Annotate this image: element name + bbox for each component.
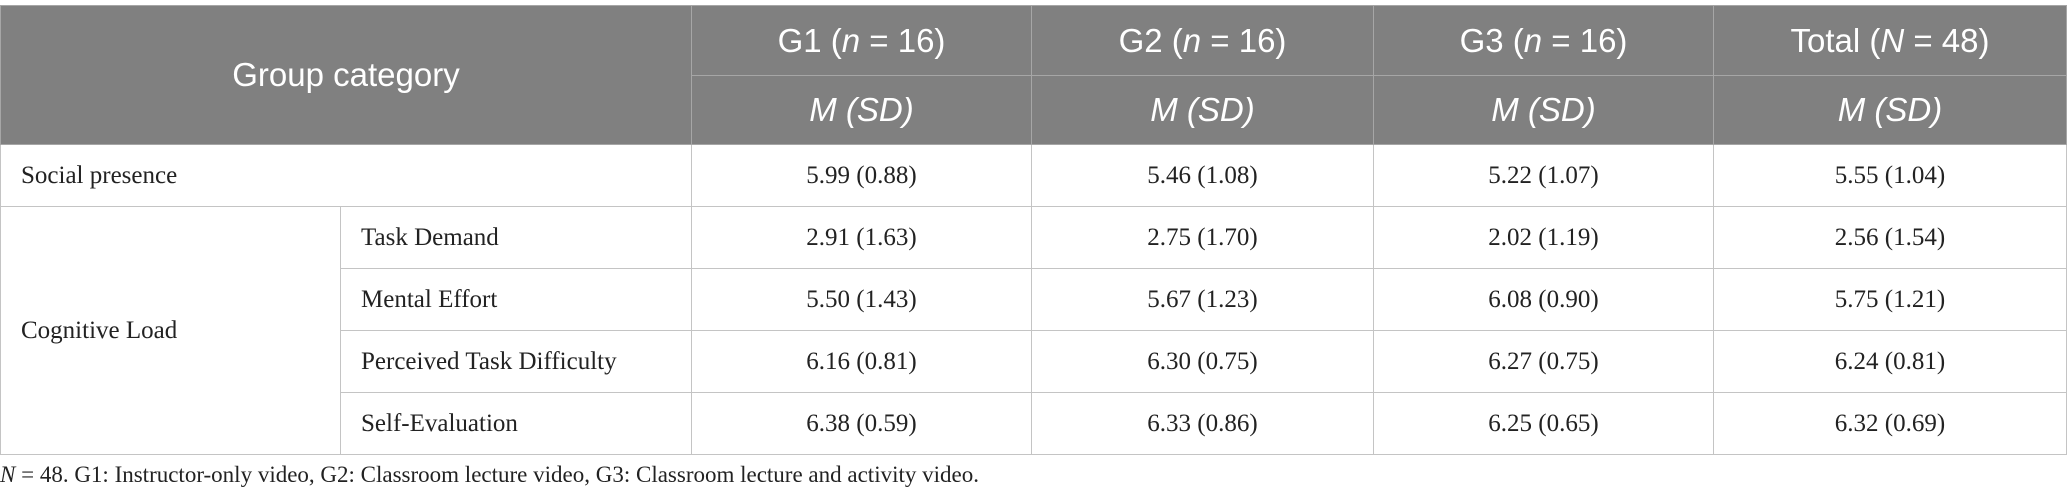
- cell: 5.50 (1.43): [691, 268, 1032, 331]
- table-row: Perceived Task Difficulty 6.16 (0.81) 6.30…: [1, 330, 2067, 393]
- text-piece: = 16): [1201, 21, 1287, 59]
- header-cell: Total (N = 48): [1713, 5, 2067, 76]
- cell: 5.75 (1.21): [1713, 268, 2067, 331]
- cell: 6.38 (0.59): [691, 392, 1032, 455]
- cell: 6.08 (0.90): [1373, 268, 1714, 331]
- text-piece: = 48. G1: Instructor-only video, G2: Cla…: [15, 462, 979, 487]
- cell: 6.25 (0.65): [1373, 392, 1714, 455]
- text-piece: G3 (: [1459, 21, 1524, 59]
- cell: 5.55 (1.04): [1713, 144, 2067, 207]
- cell: 5.46 (1.08): [1031, 144, 1374, 207]
- header-cell: G3 (n = 16): [1373, 5, 1714, 76]
- cell: 6.32 (0.69): [1713, 392, 2067, 455]
- row-label: Social presence: [0, 144, 692, 207]
- cell: 6.24 (0.81): [1713, 330, 2067, 393]
- text-piece: G1 (: [777, 21, 842, 59]
- cell: 2.02 (1.19): [1373, 206, 1714, 269]
- header-cell: G2 (n = 16): [1031, 5, 1374, 76]
- text-piece: Total (: [1790, 21, 1881, 59]
- row-label: Self-Evaluation: [340, 392, 692, 455]
- cell: 5.22 (1.07): [1373, 144, 1714, 207]
- cell: 6.30 (0.75): [1031, 330, 1374, 393]
- row-label: Mental Effort: [340, 268, 692, 331]
- cell: 5.99 (0.88): [691, 144, 1032, 207]
- table-row: Self-Evaluation 6.38 (0.59) 6.33 (0.86) 6.2…: [1, 392, 2067, 455]
- row-group-label: Cognitive Load: [0, 206, 341, 455]
- header-cell: M (SD): [1373, 75, 1714, 145]
- text-piece: N: [1880, 21, 1905, 59]
- data-table: Group category G1 (n = 16) G2 (n = 16) G3 (…: [0, 5, 2067, 455]
- cell: 6.33 (0.86): [1031, 392, 1374, 455]
- text-piece: n: [1523, 21, 1543, 59]
- header-cell: M (SD): [691, 75, 1032, 145]
- cell: 5.67 (1.23): [1031, 268, 1374, 331]
- cell: 2.75 (1.70): [1031, 206, 1374, 269]
- table-row: Social presence 5.99 (0.88) 5.46 (1.08) 5.2…: [0, 144, 2067, 207]
- row-label: Task Demand: [340, 206, 692, 269]
- text-piece: = 16): [860, 21, 946, 59]
- table-note: N = 48. G1: Instructor-only video, G2: C…: [0, 462, 979, 488]
- text-piece: = 48): [1904, 21, 1990, 59]
- cell: 2.56 (1.54): [1713, 206, 2067, 269]
- header-cell: M (SD): [1713, 75, 2067, 145]
- row-label: Perceived Task Difficulty: [340, 330, 692, 393]
- text-piece: = 16): [1542, 21, 1628, 59]
- cell: 6.16 (0.81): [691, 330, 1032, 393]
- header-cell: Group category: [0, 5, 692, 145]
- table-row: Cognitive Load Task Demand 2.91 (1.63) 2.75…: [0, 206, 2067, 455]
- cell: 2.91 (1.63): [691, 206, 1032, 269]
- header-cell: M (SD): [1031, 75, 1374, 145]
- header-cell: G1 (n = 16): [691, 5, 1032, 76]
- text-piece: G2 (: [1118, 21, 1183, 59]
- text-piece: n: [841, 21, 861, 59]
- text-piece: N: [0, 462, 16, 487]
- cell: 6.27 (0.75): [1373, 330, 1714, 393]
- text-piece: n: [1182, 21, 1202, 59]
